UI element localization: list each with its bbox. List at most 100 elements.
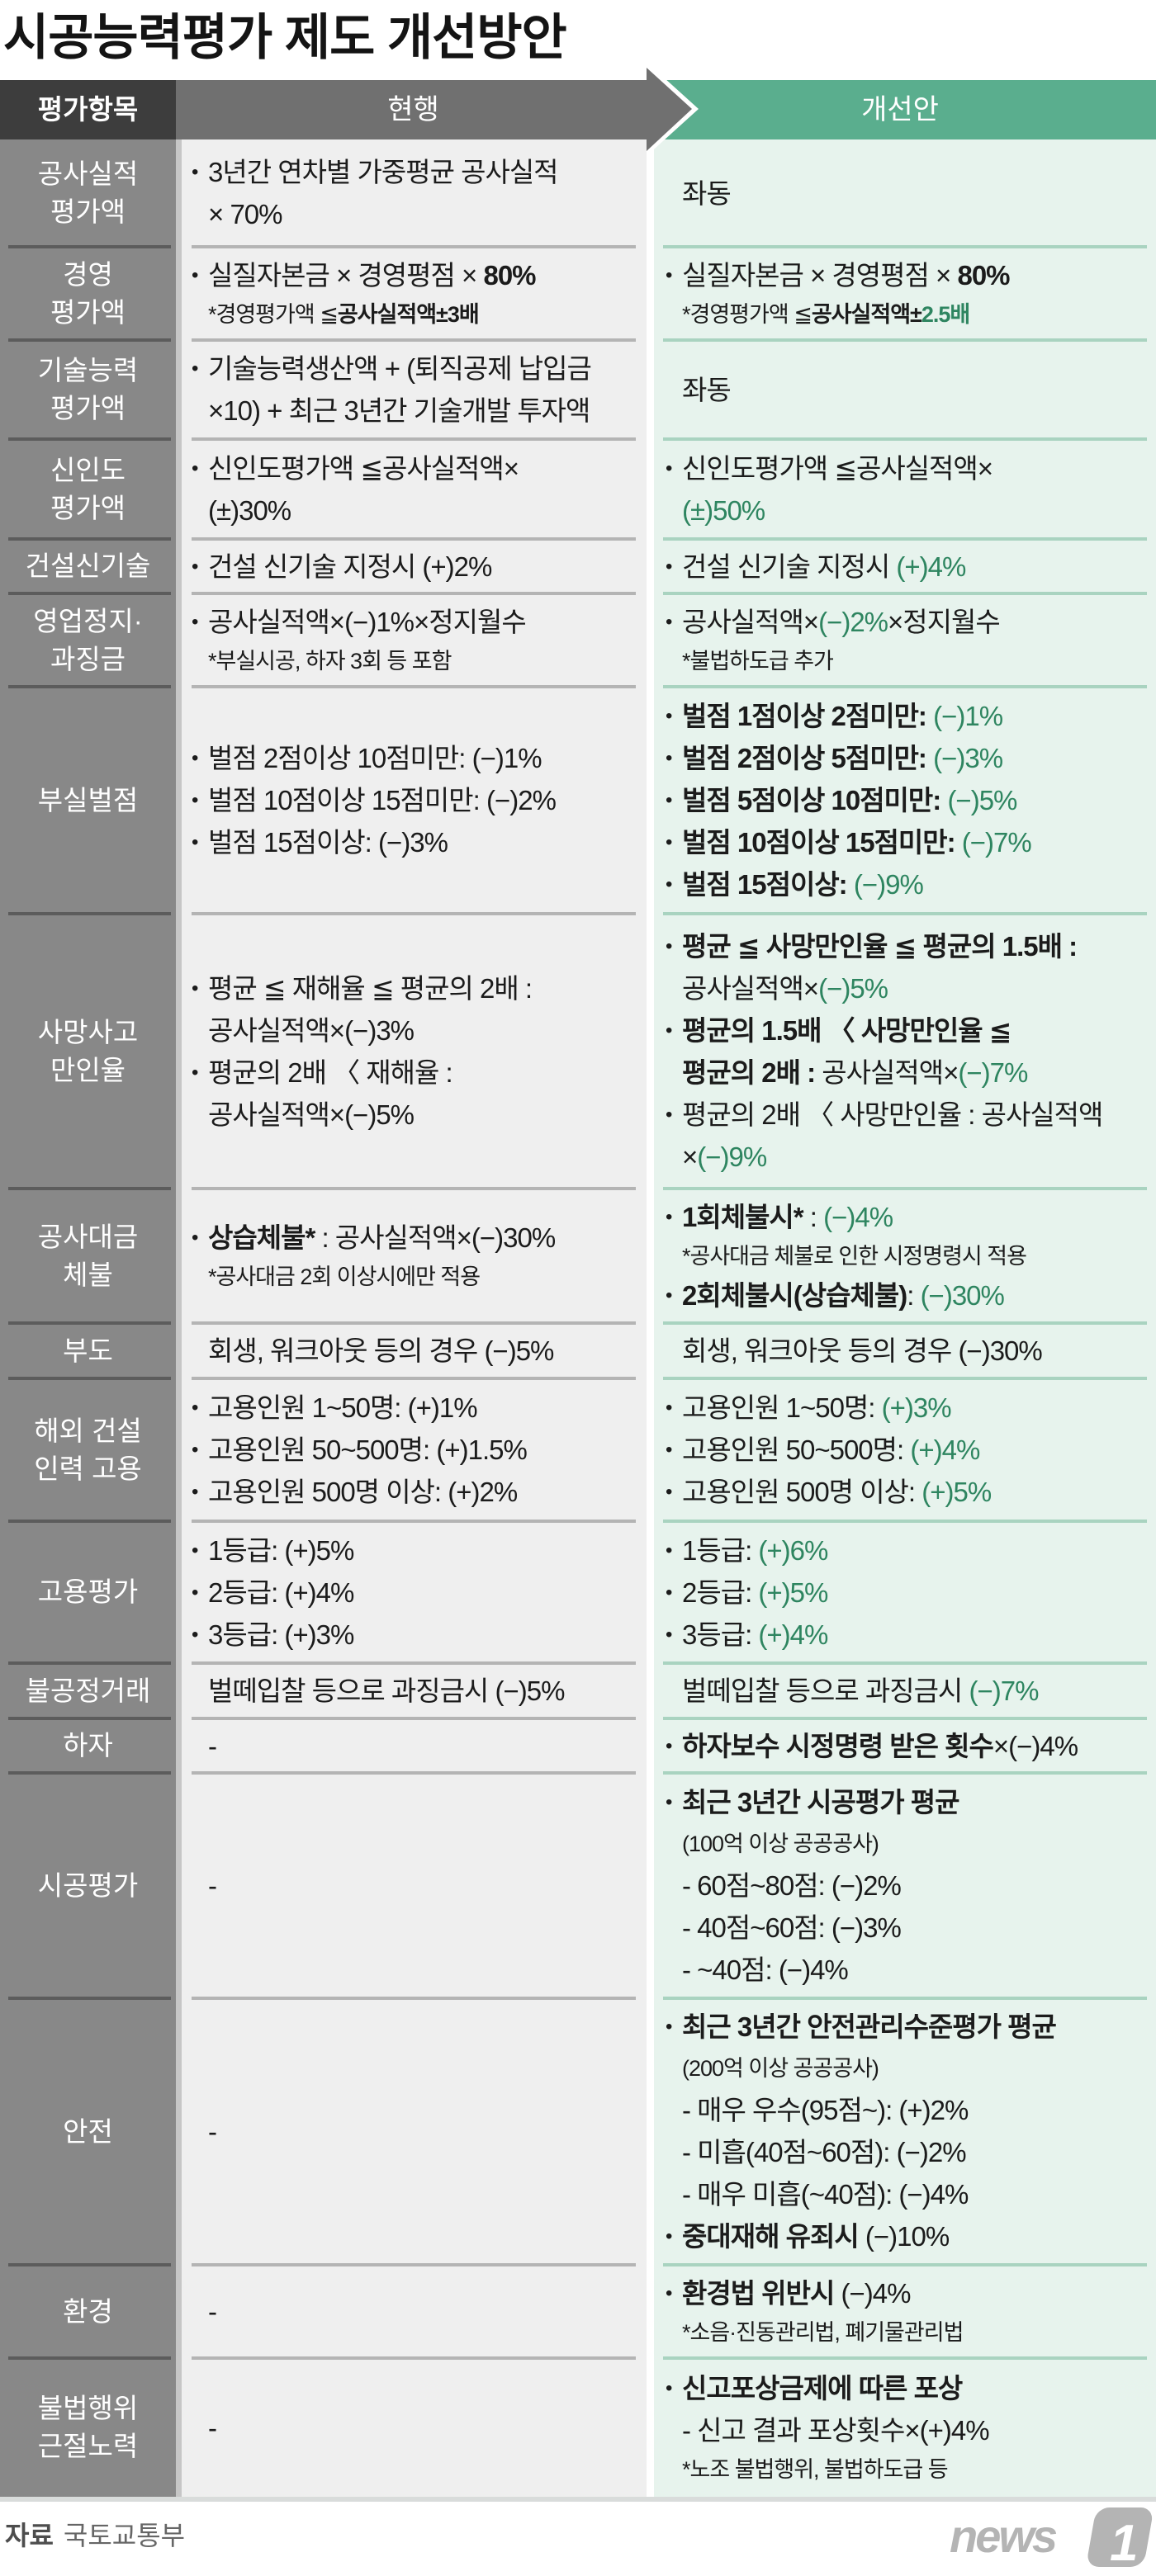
current-policy-cell: 고용인원 1~50명: (+)1% 고용인원 50~500명: (+)1.5% 고용… [182,1377,647,1521]
proposed-policy-cell: 최근 3년간 시공평가 평균 (100억 이상 공공공사) - 60점~80점: (… [654,1771,1156,1998]
proposed-policy-cell: 건설 신기술 지정시 (+)4% [654,537,1156,593]
highlight-value: (+)4% [910,1435,980,1465]
criteria-label: 공사대금 체불 [0,1187,176,1323]
proposed-policy-cell: 1등급: (+)6%2등급: (+)5%3등급: (+)4% [654,1520,1156,1663]
text-segment: ×(−)4% [993,1730,1078,1761]
news1-logo: news 1 [950,2507,1153,2570]
page-title: 시공능력평가 제도 개선방안 [3,10,567,65]
column-gap [647,340,654,439]
criteria-row: 신인도평가액신인도평가액 ≦공사실적액×(±)30%신인도평가액 ≦공사실적액×… [0,437,1156,539]
bullet-item: 벌점 10점이상 15점미만: (−)2% [192,779,647,821]
source-label: 자료 [5,2521,54,2550]
bullet-item: 2등급: (+)4% [192,1572,647,1614]
proposed-policy-cell: 고용인원 1~50명: (+)3%고용인원 50~500명: (+)4%고용인원… [654,1377,1156,1521]
text-line: - 40점~60점: (−)3% [682,1907,1156,1949]
text-line: (±)50% [682,489,1156,532]
text-segment: 신고포상금제에 따른 포상 [682,2373,963,2403]
text-segment: - 신고 결과 포상횟수×(+)4% [682,2415,990,2446]
bullet-item: 평균 ≦ 사망만인율 ≦ 평균의 1.5배 : [666,925,1156,967]
current-policy-cell: 신인도평가액 ≦공사실적액× (±)30% [182,437,647,539]
text-segment: 상습체불* [208,1222,315,1253]
current-policy-cell: - [182,1997,647,2265]
column-separator [176,1663,182,1718]
criteria-label-line: 공사실적 [37,158,139,189]
criteria-label-line: 근절노력 [37,2431,139,2461]
column-gap [647,1378,654,1521]
highlight-value: (+)5% [758,1576,828,1608]
column-separator [176,340,182,439]
text-segment: - 40점~60점: (−)3% [682,1912,902,1943]
column-separator [176,1189,182,1323]
bullet-item: 최근 3년간 안전관리수준평가 평균 [666,2006,1156,2048]
text-segment: 3등급: (+)3% [208,1619,354,1650]
text-line: - 60점~80점: (−)2% [682,1865,1156,1907]
criteria-label-line: 체불 [63,1259,113,1290]
column-gap [647,687,654,914]
criteria-row: 불공정거래 벌떼입찰 등으로 과징금시 (−)5% 벌떼입찰 등으로 과징금시 (−… [0,1661,1156,1718]
proposed-policy-cell: 신고포상금제에 따른 포상 - 신고 결과 포상횟수×(+)4% *노조 불법행위,… [654,2356,1156,2497]
text-segment: (200억 이상 공공공사) [682,2056,879,2081]
criteria-label: 기술능력 평가액 [0,338,176,439]
bullet-item: 1회체불시* : (−)4% [666,1196,1156,1238]
source-name: 국토교통부 [63,2521,186,2550]
text-line: 벌떼입찰 등으로 과징금시 (−)5% [208,1670,647,1712]
text-segment: 벌점 15점이상: [682,869,854,900]
proposed-policy-cell: 좌동 [654,139,1156,247]
text-segment: 실질자본금 × 경영평점 × [208,260,484,291]
bullet-item: 벌점 10점이상 15점미만: (−)7% [666,821,1156,863]
text-segment: 좌동 [682,177,732,209]
arrow-right-icon [647,68,692,151]
text-line: × 70% [208,193,647,235]
bullet-item: 중대재해 유죄시 (−)10% [666,2215,1156,2257]
highlight-value: (±)50% [682,494,765,526]
text-segment: 고용인원 1~50명: (+)1% [208,1392,478,1423]
text-line: - [208,2290,647,2333]
column-gap [647,139,654,247]
text-segment: (±)30% [208,494,291,526]
highlight-value: (−)7% [969,1676,1039,1706]
bullet-item: 1등급: (+)6% [666,1529,1156,1572]
current-policy-cell: - [182,2263,647,2358]
text-segment: 평균의 1.5배 〈 사망만인율 ≦ [682,1014,1012,1046]
criteria-label-line: 인력 고용 [34,1453,142,1484]
text-segment: 공사실적액± [811,302,922,327]
criteria-label: 불공정거래 [0,1661,176,1718]
text-line: (200억 이상 공공공사) [682,2048,1156,2089]
criteria-label-line: 건설신기술 [25,551,151,581]
criteria-label: 부실벌점 [0,685,176,914]
proposed-policy-cell: 환경법 위반시 (−)4% *소음·진동관리법, 폐기물관리법 [654,2263,1156,2358]
text-segment: *불법하도급 추가 [682,649,834,674]
current-policy-cell: 벌점 2점이상 10점미만: (−)1% 벌점 10점이상 15점미만: (−)2… [182,685,647,914]
bullet-item: 3등급: (+)4% [666,1614,1156,1656]
text-segment: × 70% [208,199,282,229]
text-segment: 1회체불시* [682,1201,804,1232]
bullet-item: 건설 신기술 지정시 (+)4% [666,546,1156,588]
text-segment: 회생, 워크아웃 등의 경우 (−)5% [208,1335,554,1366]
highlight-value: (+)5% [921,1477,992,1507]
current-policy-cell: 벌떼입찰 등으로 과징금시 (−)5% [182,1661,647,1718]
text-segment: 공사실적액× [682,607,819,637]
text-segment: 최근 3년간 시공평가 평균 [682,1786,959,1817]
column-separator [176,1378,182,1521]
criteria-label: 경영 평가액 [0,245,176,340]
highlight-value: (+)4% [758,1619,828,1650]
header-category: 평가항목 [0,80,176,139]
column-gap [647,2358,654,2497]
bullet-item: 평균 ≦ 재해율 ≦ 평균의 2배 : [192,967,647,1009]
text-segment: - [208,2412,217,2443]
criteria-label-line: 부도 [63,1335,113,1366]
criteria-label: 고용평가 [0,1520,176,1663]
proposed-policy-cell: 벌점 1점이상 2점미만: (−)1%벌점 2점이상 5점미만: (−)3%벌점… [654,685,1156,914]
text-line: - ~40점: (−)4% [682,1949,1156,1991]
text-segment: 건설 신기술 지정시 (+)2% [208,551,492,582]
bullet-item: 기술능력생산액 + (퇴직공제 납입금 [192,347,647,390]
column-separator [176,1323,182,1378]
text-segment: 실질자본금 × 경영평점 × [682,260,958,291]
text-line: - 매우 미흡(~40점): (−)4% [682,2173,1156,2215]
highlight-value: (−)5% [947,785,1017,815]
column-separator [176,1773,182,1998]
bullet-item: 3등급: (+)3% [192,1614,647,1656]
